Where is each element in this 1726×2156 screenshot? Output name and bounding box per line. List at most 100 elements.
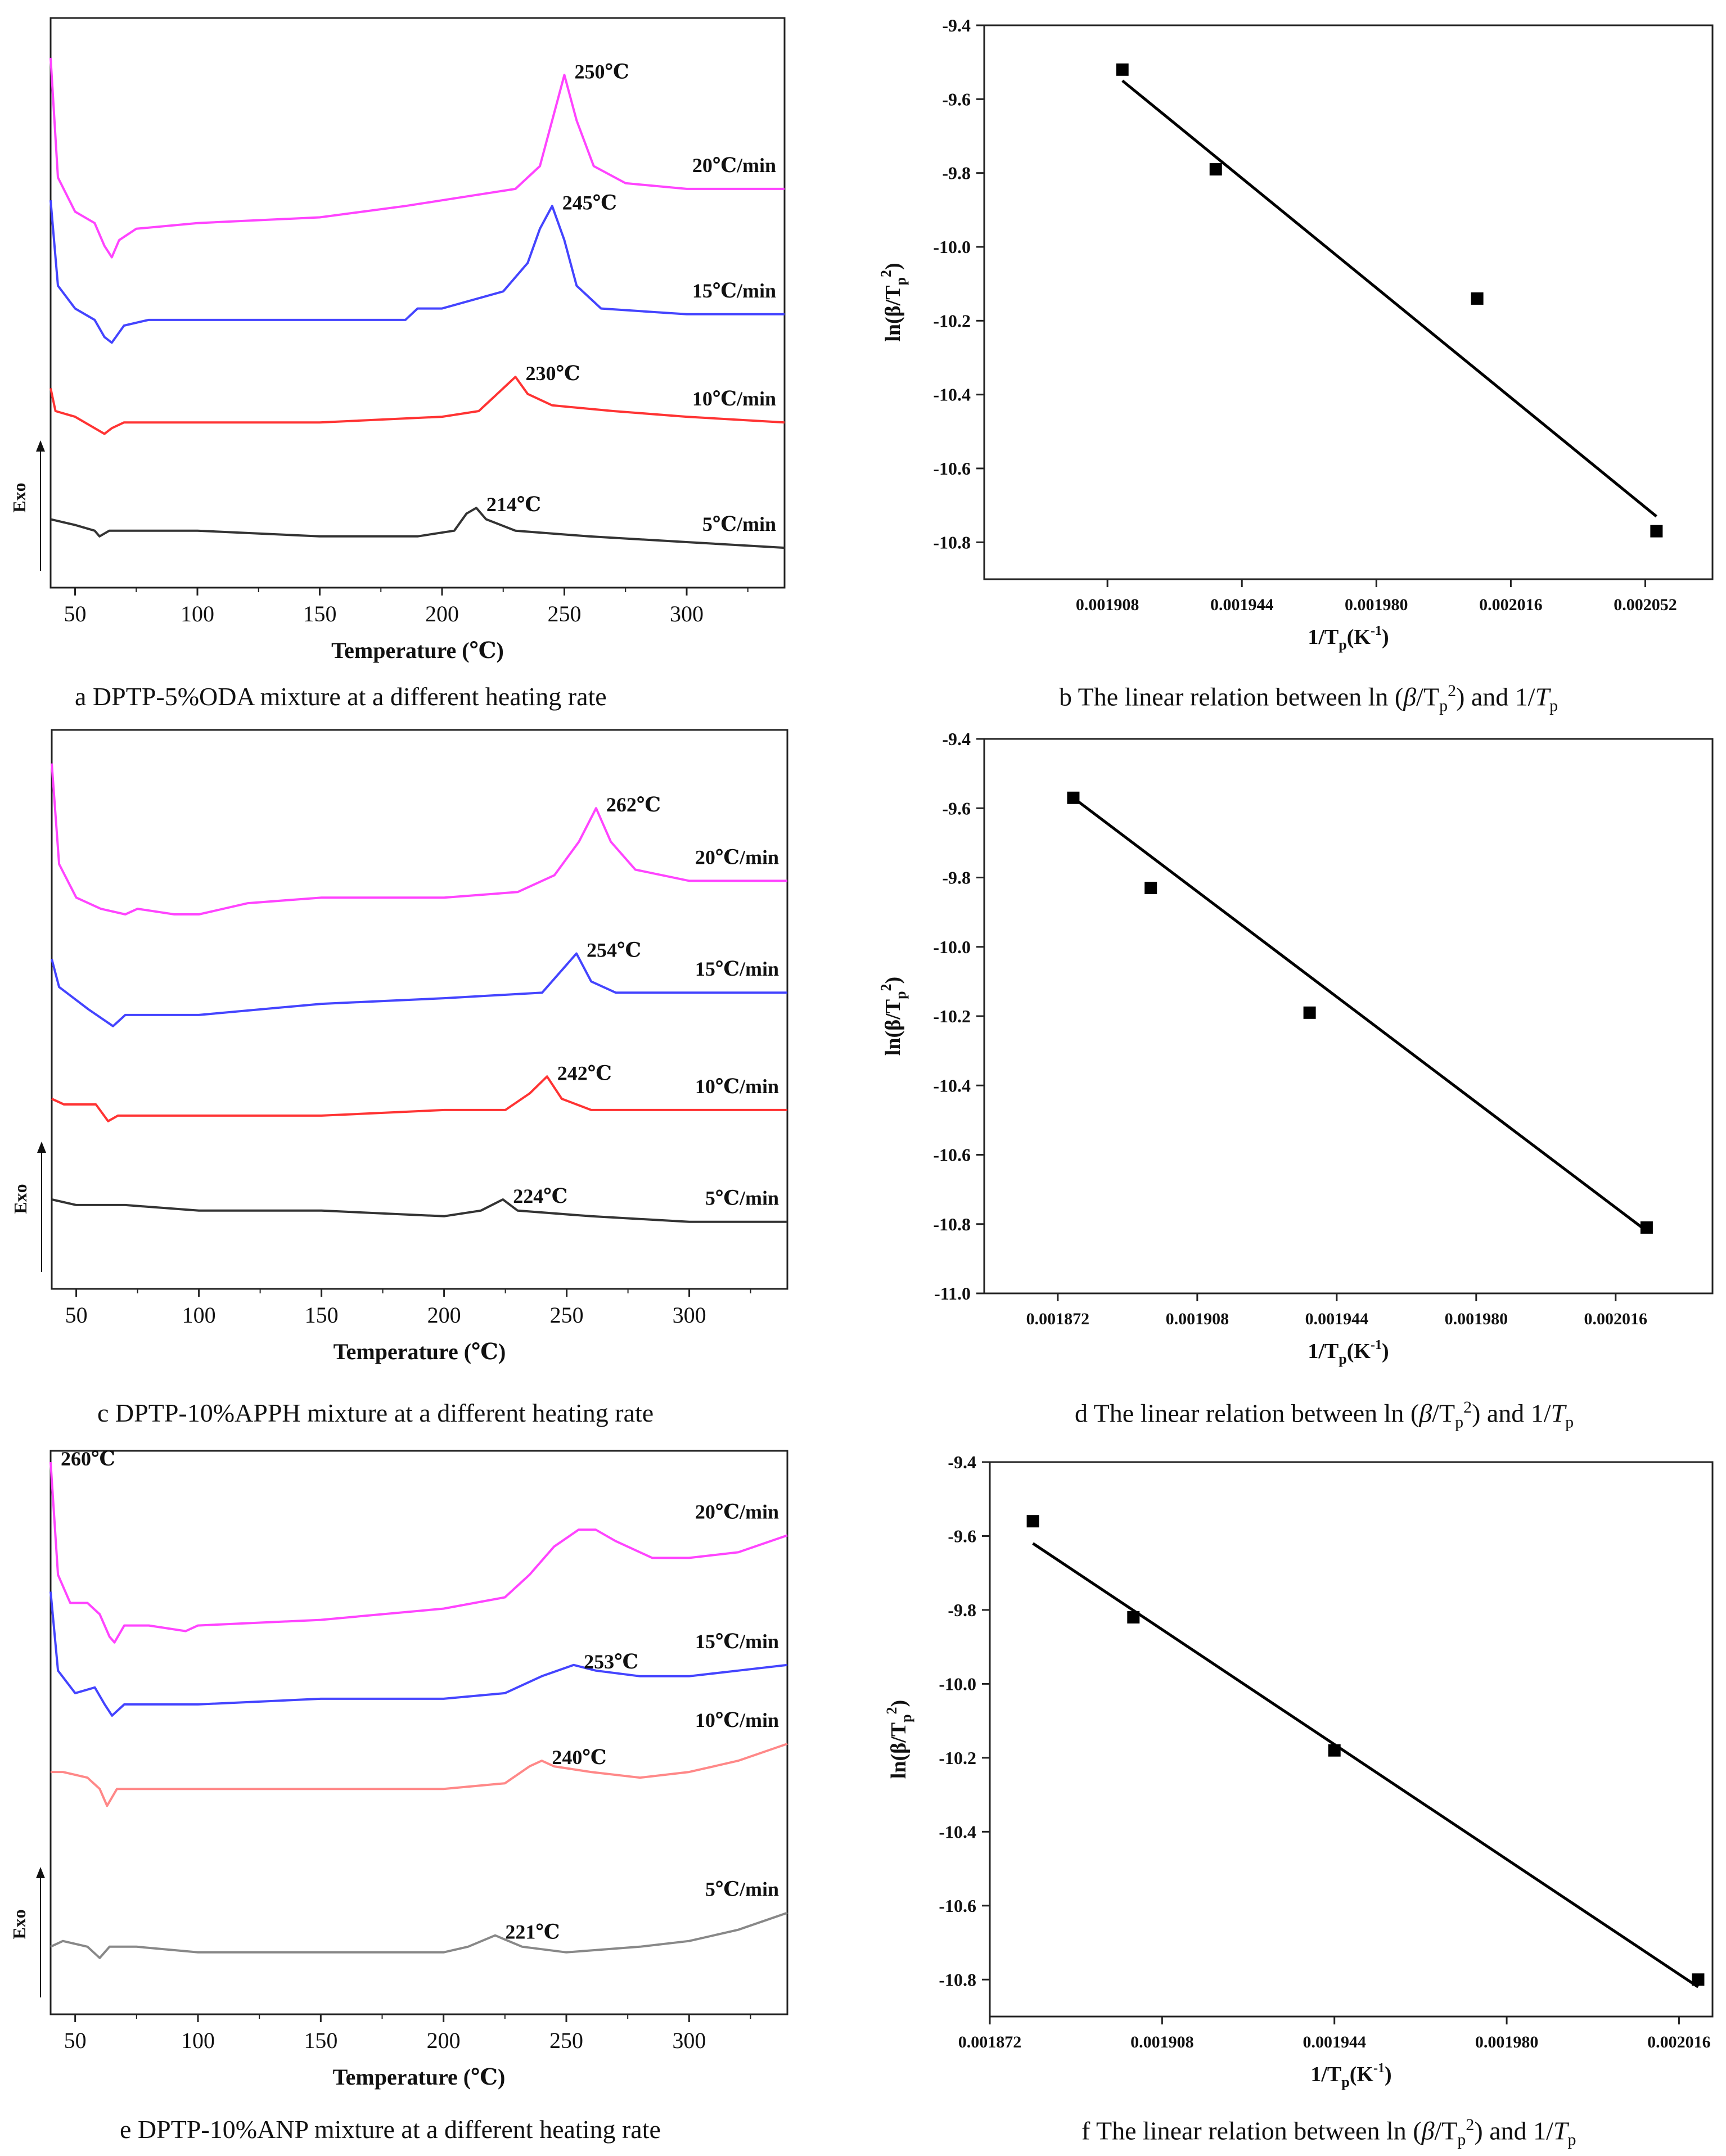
series-label: 10℃/min <box>695 1075 779 1098</box>
peak-label: 240℃ <box>552 1746 606 1769</box>
x-tick-label: 200 <box>425 601 459 626</box>
caption-e: e DPTP-10%ANP mixture at a different hea… <box>120 2114 661 2144</box>
chart-a-svg: 50 100 150 200 250 300 Temperature (℃) Exo 250℃ 2… <box>9 17 786 663</box>
x-axis-label: Temperature (℃) <box>333 2064 506 2090</box>
x-tick-label: 0.001944 <box>1305 1310 1369 1328</box>
y-tick-label: -9.4 <box>942 15 971 35</box>
peak-label: 230℃ <box>526 362 580 385</box>
y-tick-label: -10.2 <box>933 310 971 331</box>
peak-label: 254℃ <box>587 939 641 962</box>
dsc-curve <box>51 1198 787 1223</box>
x-tick-label: 0.001944 <box>1210 596 1274 614</box>
exo-arrow-head <box>36 440 45 452</box>
chart-panel-f: 0.001872 0.001908 0.001944 0.001980 0.002016… <box>877 1445 1726 2120</box>
x-tick-label: 0.002016 <box>1647 2033 1711 2051</box>
y-tick-label: -10.0 <box>933 937 971 957</box>
y-axis-label-part: ) <box>881 263 905 270</box>
exo-arrow-head <box>37 1142 46 1153</box>
fit-line <box>1032 1542 1699 1988</box>
caption-part: f The linear relation between ln ( <box>1081 2116 1422 2145</box>
x-axis-label-sub: p <box>1339 1351 1346 1367</box>
series-label: 20℃/min <box>695 846 779 868</box>
x-tick-label: 150 <box>304 2028 337 2053</box>
caption-c: c DPTP-10%APPH mixture at a different he… <box>97 1398 654 1428</box>
caption-part: T <box>1535 682 1550 711</box>
caption-part: 2 <box>1463 1398 1472 1417</box>
y-tick-label: -10.4 <box>939 1821 976 1842</box>
y-axis-label: ln(β/Tp2) <box>878 977 909 1056</box>
y-axis-label-part: ln(β/T <box>887 1722 911 1779</box>
data-point <box>1209 163 1222 176</box>
x-tick-label: 0.002016 <box>1584 1310 1648 1328</box>
y-tick-label: -9.6 <box>942 89 971 109</box>
chart-b-svg: 0.001908 0.001944 0.001980 0.002016 0.002052… <box>878 15 1714 653</box>
plot-frame <box>49 17 786 589</box>
caption-part: T <box>1553 2116 1568 2145</box>
dsc-curve <box>50 507 785 549</box>
series-label: 5℃/min <box>705 1187 779 1210</box>
x-axis-label-part: 1/T <box>1308 625 1339 649</box>
y-axis-label-sup: 2 <box>878 984 894 991</box>
data-point <box>1303 1006 1316 1019</box>
caption-part: ) and 1/ <box>1472 1399 1551 1428</box>
x-tick-label: 0.002016 <box>1479 596 1543 614</box>
y-tick-label: -9.6 <box>948 1526 976 1546</box>
y-tick-label: -10.0 <box>939 1674 976 1694</box>
caption-part: 2 <box>1466 2116 1475 2134</box>
x-axis-label-part: (K <box>1347 625 1371 649</box>
x-axis-label-sub: p <box>1341 2074 1349 2090</box>
chart-e-svg: 50 100 150 200 250 300 Temperature (℃) Exo 260℃ 2… <box>9 1447 788 2090</box>
data-point <box>1127 1611 1140 1624</box>
caption-part: β <box>1419 1399 1432 1428</box>
x-axis-label-part: ) <box>1382 625 1389 649</box>
caption-part: ) and 1/ <box>1456 682 1535 711</box>
caption-a: a DPTP-5%ODA mixture at a different heat… <box>75 682 607 711</box>
x-tick-label: 150 <box>303 601 337 626</box>
chart-c-svg: 50 100 150 200 250 300 Temperature (℃) Exo 262℃ 2… <box>10 729 788 1364</box>
y-axis-label: ln(β/Tp2) <box>884 1700 914 1779</box>
x-tick-label: 0.001908 <box>1130 2033 1194 2051</box>
caption-part: p <box>1567 2130 1576 2149</box>
chart-panel-c: 50 100 150 200 250 300 Temperature (℃) Exo 262℃ 2… <box>0 725 815 1400</box>
x-tick-label: 100 <box>181 601 214 626</box>
series-label: 15℃/min <box>695 1630 779 1653</box>
dsc-curve <box>51 1743 788 1807</box>
chart-panel-b: 0.001908 0.001944 0.001980 0.002016 0.002052… <box>877 0 1726 675</box>
caption-part: p <box>1549 696 1558 715</box>
x-axis-label-sup: -1 <box>1371 624 1382 638</box>
data-point <box>1650 525 1663 538</box>
peak-label: 262℃ <box>606 793 661 816</box>
x-tick-label: 250 <box>548 601 582 626</box>
peak-label: 245℃ <box>562 191 617 214</box>
x-tick-label: 0.002052 <box>1614 596 1677 614</box>
caption-part: p <box>1455 1413 1464 1432</box>
x-tick-label: 200 <box>427 1302 461 1328</box>
y-axis-label: Exo <box>10 1184 30 1214</box>
chart-panel-e: 50 100 150 200 250 300 Temperature (℃) Exo 260℃ 2… <box>0 1445 815 2120</box>
x-axis-label: 1/Tp(K-1) <box>1308 1338 1389 1367</box>
y-axis-label: Exo <box>9 482 29 512</box>
plot-frame <box>49 1450 788 2015</box>
y-tick-label: -10.2 <box>939 1748 976 1768</box>
peak-label: 250℃ <box>575 60 629 83</box>
dsc-curve <box>49 376 785 435</box>
y-axis-label-part: ln(β/T <box>881 999 905 1056</box>
x-axis-label-part: 1/T <box>1308 1339 1339 1363</box>
peak-label: 242℃ <box>557 1062 612 1084</box>
caption-part: p <box>1457 2130 1466 2149</box>
y-axis-label-part: ) <box>887 1700 911 1707</box>
x-tick-label: 100 <box>182 1302 216 1328</box>
dsc-curve <box>49 1462 788 1644</box>
peak-label: 214℃ <box>486 493 541 516</box>
caption-part: ) and 1/ <box>1474 2116 1553 2145</box>
x-axis-label-part: (K <box>1347 1339 1371 1363</box>
y-tick-label: -10.2 <box>933 1006 971 1026</box>
caption-d: d The linear relation between ln (β/Tp2)… <box>1075 1398 1574 1432</box>
x-axis-label-part: ) <box>1382 1339 1389 1363</box>
y-axis-label: ln(β/Tp2) <box>878 263 909 341</box>
x-axis-label: 1/Tp(K-1) <box>1308 624 1389 653</box>
y-tick-label: -10.8 <box>939 1969 976 1990</box>
x-axis-label-sup: -1 <box>1371 1338 1382 1352</box>
y-tick-label: -9.4 <box>948 1452 976 1472</box>
x-tick-label: 0.001980 <box>1345 596 1408 614</box>
